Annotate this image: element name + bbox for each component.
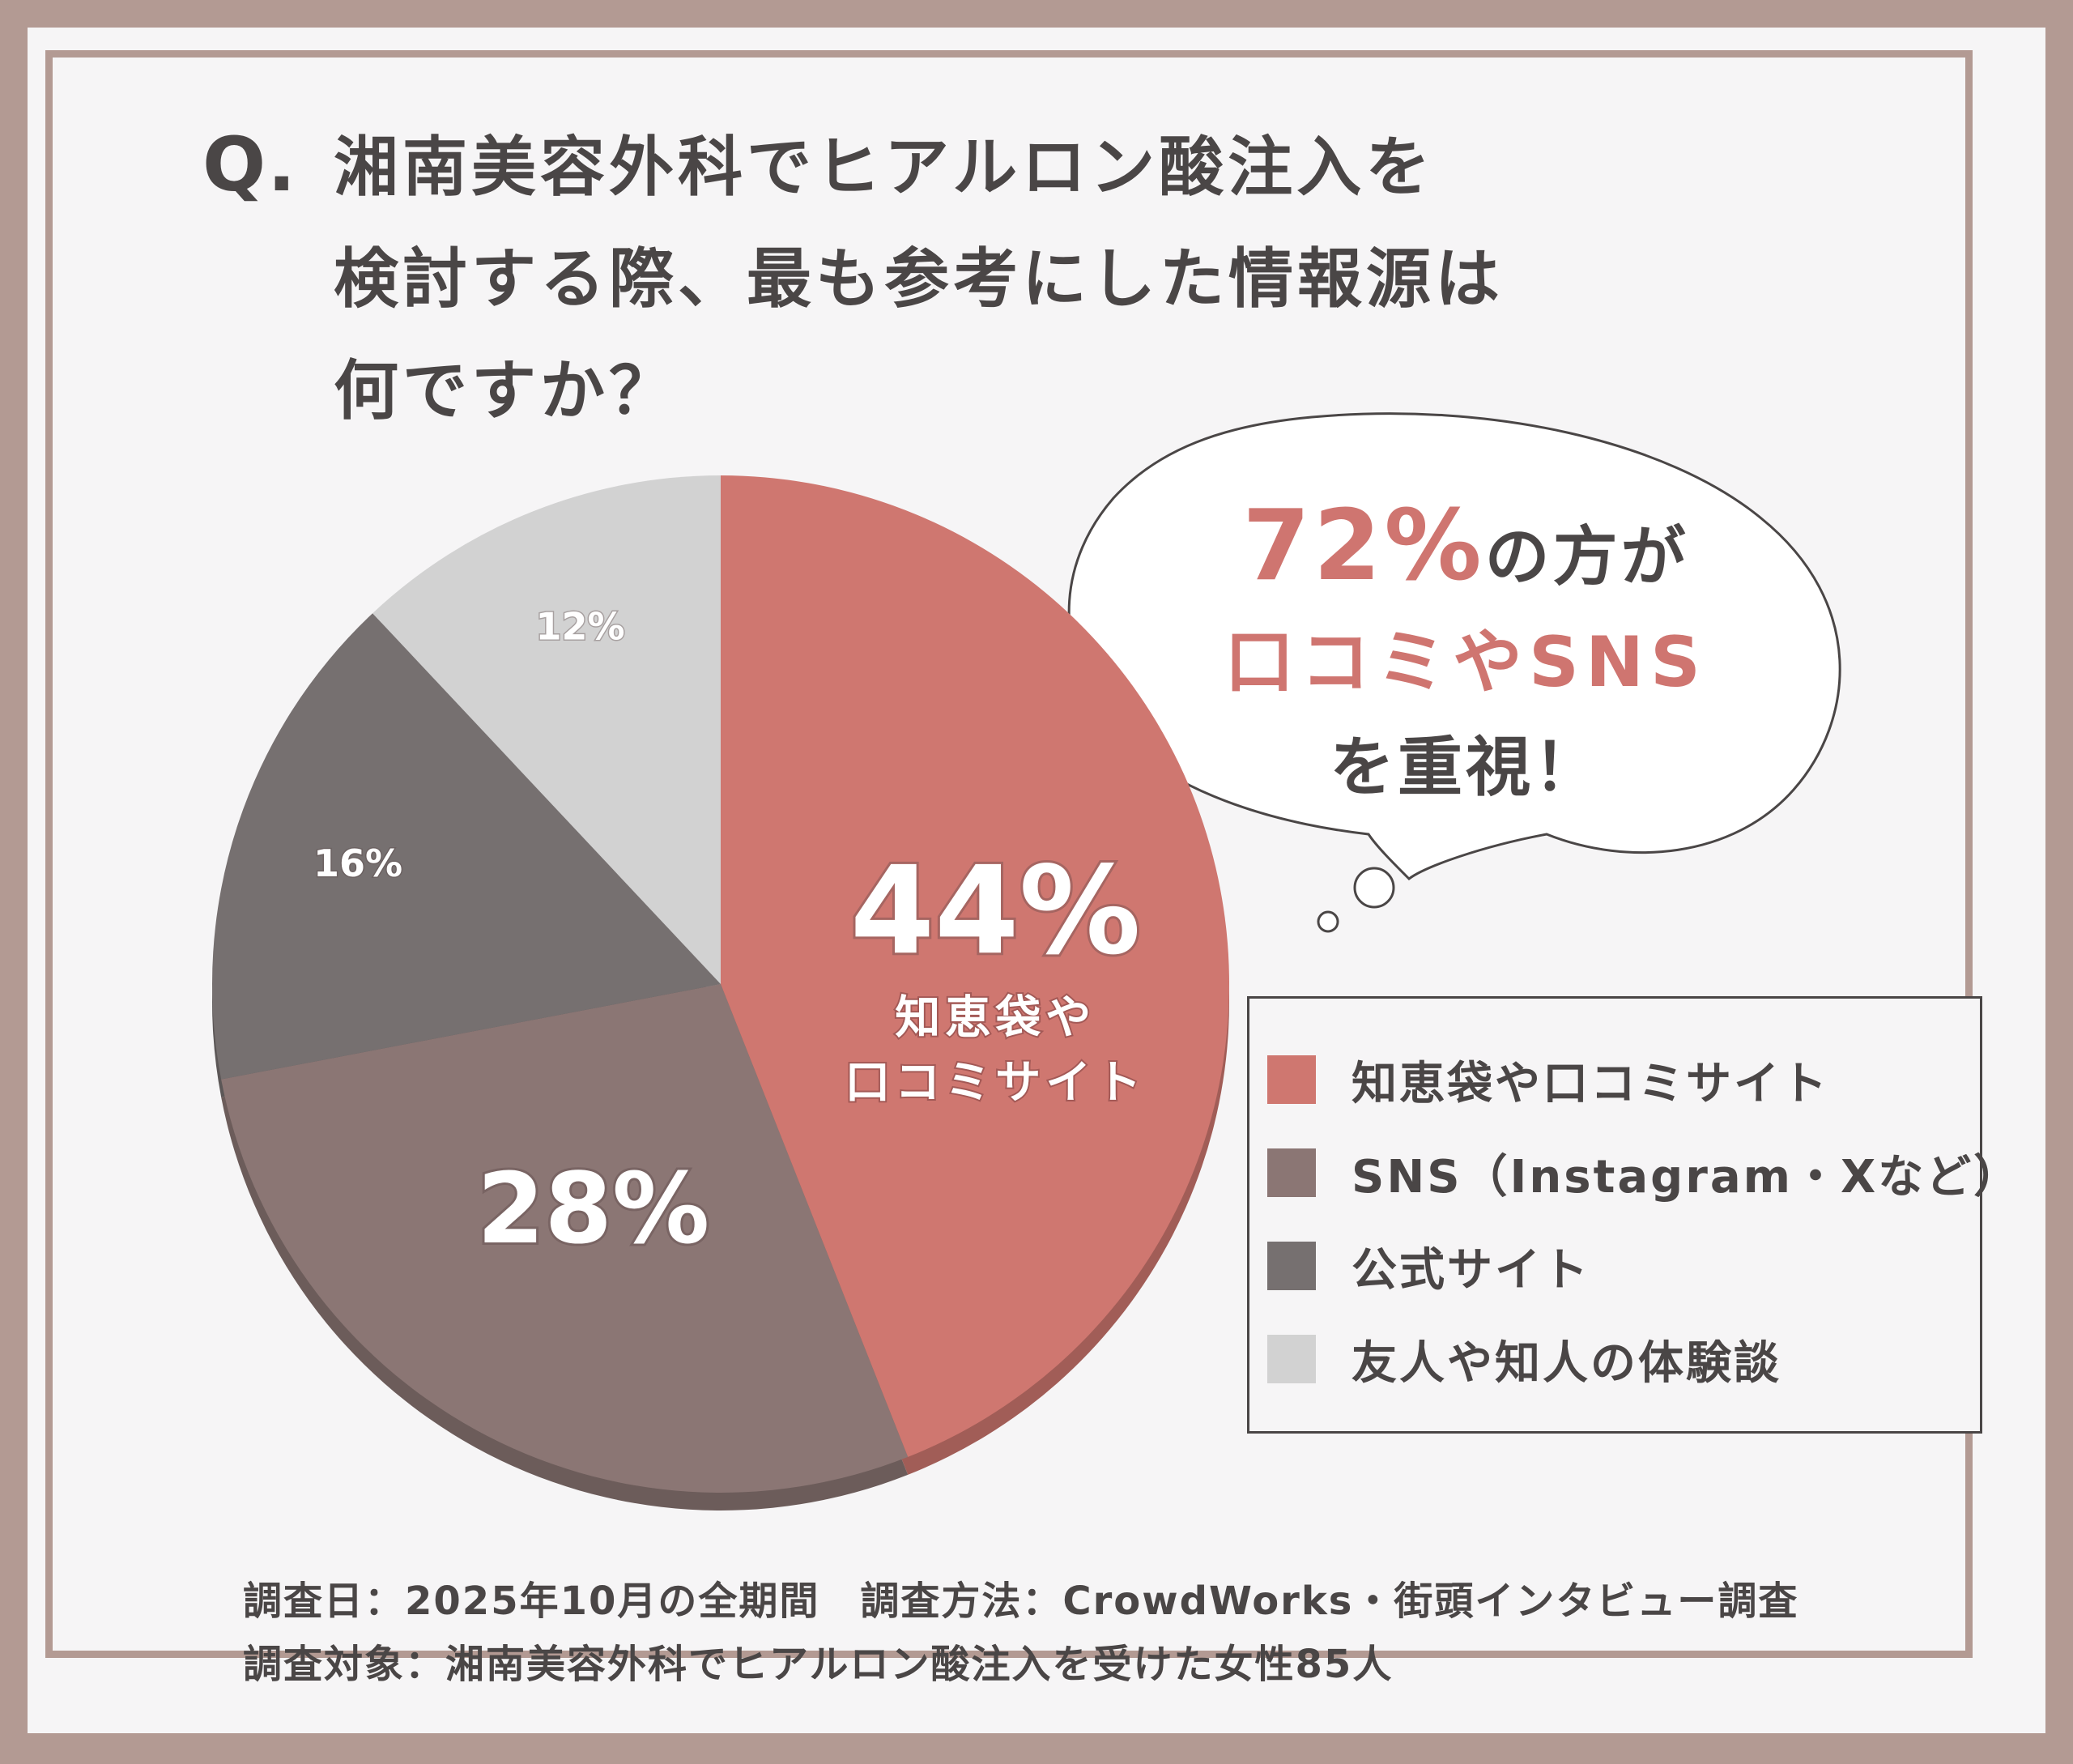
legend-item-3: 友人や知人の体験談: [1267, 1331, 1781, 1390]
callout-text: 72%の方が 口コミやSNS を重視！: [1117, 494, 1814, 820]
question-line-1: 湘南美容外科でヒアルロン酸注入を: [334, 130, 1435, 205]
legend-swatch-2: [1267, 1242, 1316, 1290]
pie-slice-inner-label-1: 口コミサイト: [845, 1056, 1146, 1109]
callout-line-1-suffix: の方が: [1484, 519, 1689, 594]
legend-item-1: SNS（Instagram・Xなど）: [1267, 1144, 2021, 1204]
bubble-dot-large: [1353, 867, 1395, 909]
footer-line-2: 調査対象：湘南美容外科でヒアルロン酸注入を受けた女性85人: [243, 1642, 1394, 1687]
callout-line-1: 72%の方が: [1117, 494, 1814, 610]
pie-slice-0: [721, 475, 1230, 1457]
question-line-3: 何ですか？: [334, 353, 678, 428]
legend-item-2: 公式サイト: [1267, 1238, 1590, 1297]
pie-slice-inner-label-0: 知恵袋や: [895, 991, 1096, 1044]
pie-data-label-0: 44%: [850, 841, 1141, 982]
speech-bubble: [1067, 412, 1841, 880]
legend-label-0: 知恵袋や口コミサイト: [1351, 1057, 1829, 1110]
callout-line-3: を重視！: [1330, 730, 1602, 805]
pie-slice-3: [372, 475, 721, 984]
legend-label-1: SNS（Instagram・Xなど）: [1351, 1150, 2022, 1204]
pie-data-label-2: 16%: [313, 842, 402, 885]
pie-slice-1: [221, 984, 909, 1493]
legend-item-0: 知恵袋や口コミサイト: [1267, 1051, 1829, 1110]
legend-label-3: 友人や知人の体験談: [1351, 1336, 1781, 1390]
legend-swatch-3: [1267, 1335, 1316, 1383]
legend: 知恵袋や口コミサイト SNS（Instagram・Xなど） 公式サイト 友人や知…: [1247, 996, 2019, 1434]
pie-data-label-1: 28%: [477, 1153, 709, 1266]
callout-line-2: 口コミやSNS: [1224, 622, 1707, 703]
pie-slice-2: [212, 613, 721, 1080]
question-line-2: 検討する際、最も参考にした情報源は: [334, 241, 1504, 317]
legend-swatch-1: [1267, 1148, 1316, 1197]
bubble-dot-small: [1317, 910, 1339, 933]
footer: 調査日：2025年10月の全期間 調査方法：CrowdWorks・街頭インタビュ…: [243, 1570, 1798, 1696]
footer-line-1: 調査日：2025年10月の全期間 調査方法：CrowdWorks・街頭インタビュ…: [243, 1579, 1799, 1624]
callout-percentage: 72%: [1242, 490, 1485, 603]
pie-data-label-3: 12%: [536, 605, 625, 649]
inner-frame: [45, 50, 1973, 1658]
legend-swatch-0: [1267, 1055, 1316, 1104]
question-prefix: Q.: [202, 121, 298, 208]
question-title: 湘南美容外科でヒアルロン酸注入を 検討する際、最も参考にした情報源は 何ですか？: [334, 112, 1856, 447]
legend-label-2: 公式サイト: [1351, 1243, 1590, 1297]
